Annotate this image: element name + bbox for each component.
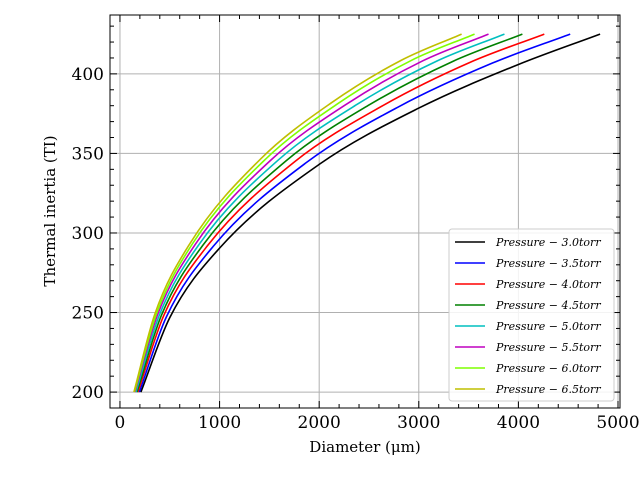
y-tick-label: 400 [72, 65, 104, 85]
legend-label-2: Pressure − 3.5torr [495, 257, 601, 270]
legend-label-4: Pressure − 4.5torr [495, 299, 601, 312]
x-tick-label: 3000 [397, 413, 440, 433]
x-tick-label: 0 [115, 413, 126, 433]
series-line-8 [133, 33, 462, 393]
legend-box [448, 228, 615, 402]
series-line-3 [137, 33, 545, 393]
series-line-7 [133, 33, 475, 393]
y-tick-label: 350 [72, 144, 104, 164]
series-line-5 [135, 33, 505, 393]
x-tick-label: 5000 [596, 413, 639, 433]
series-line-6 [134, 33, 489, 393]
legend: Pressure − 3.0torr Pressure − 3.5torr Pres… [448, 228, 615, 402]
series-line-1 [140, 33, 601, 393]
y-tick-label: 250 [72, 304, 104, 324]
grid [110, 15, 620, 408]
x-tick-label: 1000 [198, 413, 241, 433]
x-tick-label: 4000 [497, 413, 540, 433]
y-tick-label: 200 [72, 383, 104, 403]
legend-label-7: Pressure − 6.0torr [495, 362, 601, 375]
legend-label-3: Pressure − 4.0torr [495, 278, 601, 291]
x-tick-label: 2000 [298, 413, 341, 433]
legend-label-1: Pressure − 3.0torr [495, 236, 601, 249]
legend-label-5: Pressure − 5.0torr [495, 320, 601, 333]
legend-label-6: Pressure − 5.5torr [495, 341, 601, 354]
x-axis-label: Diameter (μm) [309, 438, 420, 456]
axis-ticks: 0 1000 2000 3000 4000 5000 200 250 300 350 400 [72, 15, 640, 433]
series-line-4 [136, 33, 523, 393]
y-axis-label: Thermal inertia (TI) [41, 135, 59, 286]
y-tick-label: 300 [72, 224, 104, 244]
series-line-2 [138, 33, 571, 393]
legend-label-8: Pressure − 6.5torr [495, 383, 601, 396]
plot-frame [109, 14, 621, 409]
series-lines [133, 33, 601, 393]
